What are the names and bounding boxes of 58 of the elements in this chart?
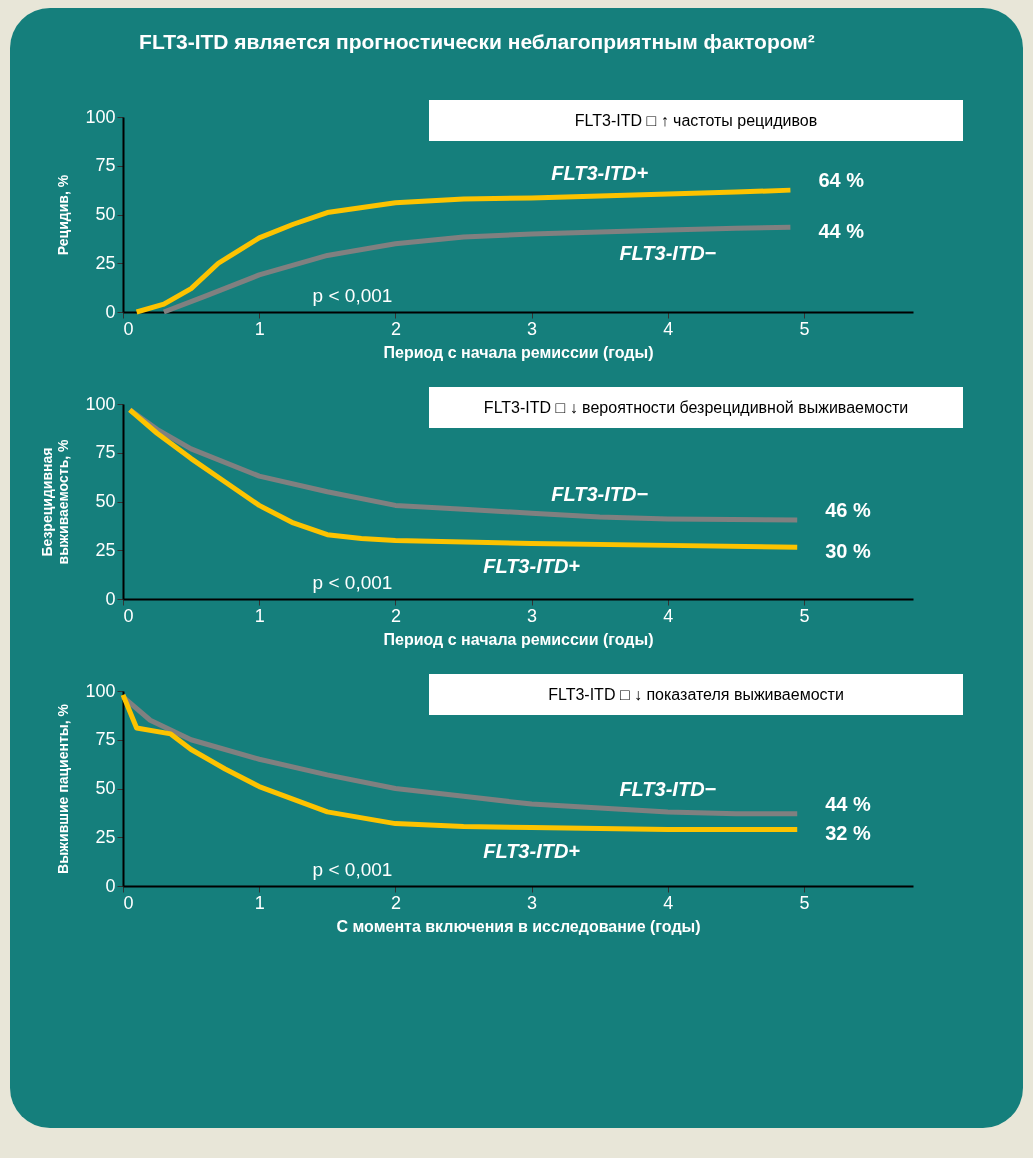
chart-subtitle: FLT3-ITD □ ↓ вероятности безрецидивной выживаемости [483,399,909,416]
x-tick-label: 5 [799,605,810,626]
annotation: 44 % [818,220,865,243]
x-tick-label: 1 [254,892,265,913]
chart-subtitle: FLT3-ITD □ ↑ частоты рецидивов [574,112,818,129]
series-label: FLT3-ITD− [551,483,649,506]
y-axis-title: Выжившие пациенты, % [55,703,72,874]
x-tick-label: 2 [390,892,401,913]
chart-subtitle: FLT3-ITD □ ↓ показателя выживаемости [548,686,844,703]
y-tick-label: 0 [105,588,116,609]
series-label: FLT3-ITD+ [483,839,581,862]
x-tick-label: 4 [663,605,674,626]
y-tick-label: 0 [105,875,116,896]
x-tick-label: 3 [527,892,538,913]
x-tick-label: 4 [663,318,674,339]
series-label: FLT3-ITD− [619,777,717,800]
y-tick-label: 50 [95,204,116,224]
x-tick-label: 0 [123,318,134,339]
series-label: FLT3-ITD+ [483,555,581,578]
x-axis-title: Период с начала ремиссии (годы) [383,630,654,648]
x-tick-label: 0 [123,605,134,626]
y-tick-label: 50 [95,491,116,511]
annotation: 46 % [825,499,872,522]
chart-title: FLT3-ITD является прогностически неблагоприятным фактором² [139,30,815,53]
y-tick-label: 50 [95,778,116,798]
series-label: FLT3-ITD+ [551,161,649,184]
x-tick-label: 4 [663,892,674,913]
y-tick-label: 25 [95,539,116,560]
y-axis-title: Безрецидивная выживаемость, % [39,438,72,565]
x-tick-label: 5 [799,892,810,913]
y-axis-title: Рецидив, % [55,174,72,256]
annotation: p < 0,001 [312,572,393,593]
annotation: 64 % [818,169,865,192]
annotation: p < 0,001 [312,859,393,880]
series-label: FLT3-ITD− [619,242,717,265]
x-tick-label: 2 [390,318,401,339]
y-tick-label: 100 [85,680,116,701]
y-tick-label: 75 [95,442,116,463]
x-tick-label: 5 [799,318,810,339]
y-tick-label: 75 [95,729,116,750]
x-tick-label: 1 [254,605,265,626]
y-tick-label: 75 [95,155,116,176]
x-tick-label: 3 [527,318,538,339]
x-tick-label: 1 [254,318,265,339]
annotation: 30 % [825,540,872,563]
x-axis-title: Период с начала ремиссии (годы) [383,343,654,361]
y-tick-label: 25 [95,252,116,273]
y-tick-label: 100 [85,393,116,414]
x-axis-title: С момента включения в исследование (годы) [336,917,701,935]
x-tick-label: 3 [527,605,538,626]
annotation: 44 % [825,792,872,815]
y-tick-label: 25 [95,826,116,847]
x-tick-label: 2 [390,605,401,626]
x-tick-label: 0 [123,892,134,913]
annotation: p < 0,001 [312,285,393,306]
annotation: 32 % [825,822,872,845]
y-tick-label: 0 [105,301,116,322]
y-tick-label: 100 [85,106,116,127]
